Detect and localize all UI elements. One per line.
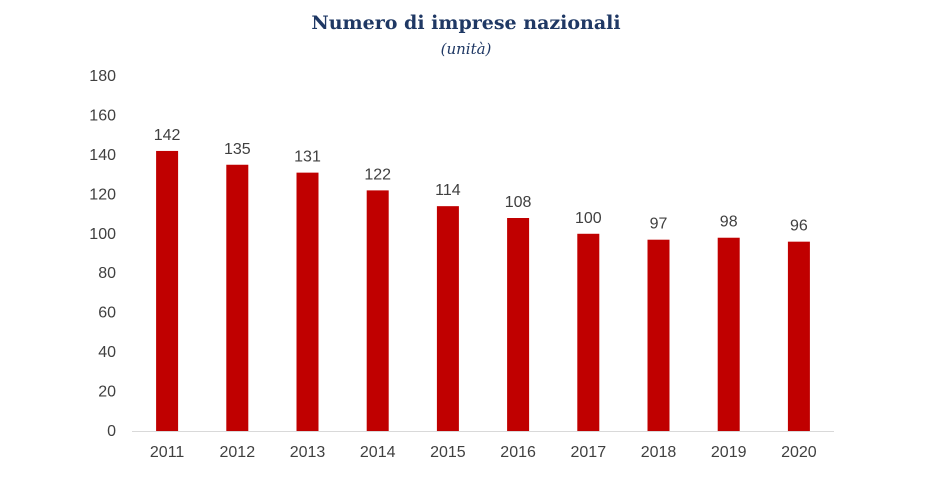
data-label: 97 (650, 216, 668, 233)
y-tick-label: 120 (89, 186, 116, 203)
y-tick-label: 60 (98, 305, 116, 322)
bar (156, 150, 179, 431)
x-tick-label: 2014 (360, 444, 396, 461)
y-tick-label: 0 (107, 423, 116, 440)
bar (507, 218, 530, 431)
y-tick-label: 140 (89, 147, 116, 164)
data-label: 122 (364, 166, 391, 183)
bar (717, 237, 740, 431)
data-label: 98 (720, 214, 738, 231)
y-axis: 0 20 40 60 80 100 120 140 160 180 (89, 68, 116, 440)
data-label: 142 (154, 127, 181, 144)
data-label: 100 (575, 210, 602, 227)
x-tick-label: 2016 (500, 444, 536, 461)
bar (647, 239, 670, 431)
bar (226, 164, 249, 431)
y-tick-label: 80 (98, 265, 116, 282)
bar (366, 190, 389, 431)
data-label: 96 (790, 218, 808, 235)
x-tick-label: 2012 (220, 444, 256, 461)
y-tick-label: 100 (89, 226, 116, 243)
y-tick-label: 180 (89, 68, 116, 85)
data-label: 131 (294, 149, 321, 166)
data-label: 108 (505, 194, 532, 211)
y-tick-label: 20 (98, 384, 116, 401)
data-label: 114 (435, 182, 461, 199)
y-tick-label: 160 (89, 107, 116, 124)
x-tick-label: 2017 (571, 444, 607, 461)
x-tick-label: 2015 (430, 444, 466, 461)
x-axis: 2011 2012 2013 2014 2015 2016 2017 2018 2019 2020 (132, 431, 834, 461)
y-tick-label: 40 (98, 344, 116, 361)
chart-title: Numero di imprese nazionali (311, 12, 621, 34)
x-tick-label: 2013 (290, 444, 326, 461)
bar (436, 206, 459, 431)
bar (787, 241, 810, 431)
bar (296, 172, 319, 431)
chart-subtitle: (unità) (440, 40, 492, 58)
data-label: 135 (224, 141, 251, 158)
bar (577, 233, 600, 431)
data-labels-group: 142 135 131 122 114 108 100 97 98 96 (154, 127, 808, 235)
bars-group (156, 150, 810, 431)
x-tick-label: 2019 (711, 444, 747, 461)
x-tick-label: 2011 (150, 444, 185, 461)
x-tick-label: 2020 (781, 444, 817, 461)
x-tick-label: 2018 (641, 444, 677, 461)
